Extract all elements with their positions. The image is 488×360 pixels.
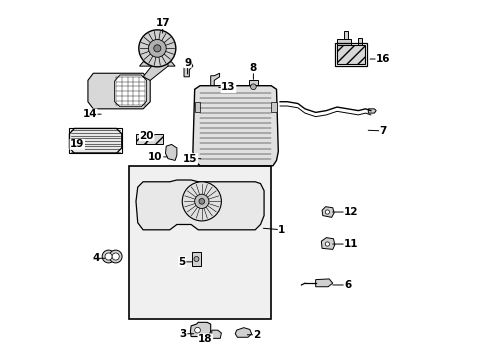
Circle shape — [250, 84, 256, 90]
Bar — [136, 134, 163, 144]
Text: 15: 15 — [183, 154, 197, 164]
Text: 19: 19 — [70, 139, 84, 149]
Polygon shape — [183, 63, 192, 77]
Polygon shape — [256, 95, 267, 103]
Polygon shape — [246, 95, 260, 98]
Text: 4: 4 — [92, 253, 99, 263]
Text: 20: 20 — [139, 131, 154, 140]
Polygon shape — [235, 328, 251, 337]
Circle shape — [153, 45, 161, 52]
Text: 3: 3 — [179, 329, 186, 339]
Circle shape — [194, 327, 200, 333]
Polygon shape — [211, 330, 221, 338]
Polygon shape — [358, 38, 361, 46]
Polygon shape — [190, 322, 210, 337]
Text: 2: 2 — [253, 330, 260, 340]
Bar — [336, 45, 365, 64]
Text: 17: 17 — [155, 18, 170, 28]
Text: 6: 6 — [344, 280, 350, 290]
Polygon shape — [194, 102, 200, 112]
Polygon shape — [322, 207, 333, 217]
Text: 9: 9 — [183, 58, 191, 68]
Polygon shape — [210, 73, 219, 87]
Polygon shape — [136, 180, 264, 230]
Polygon shape — [344, 31, 347, 40]
Polygon shape — [315, 279, 332, 287]
Bar — [69, 129, 122, 153]
Circle shape — [112, 253, 119, 260]
Circle shape — [148, 40, 166, 57]
Polygon shape — [165, 144, 177, 161]
Polygon shape — [139, 62, 175, 66]
Text: 11: 11 — [343, 239, 358, 249]
Polygon shape — [367, 109, 375, 113]
Text: 5: 5 — [178, 257, 185, 267]
Circle shape — [325, 242, 329, 246]
Polygon shape — [143, 59, 168, 80]
Polygon shape — [321, 238, 334, 249]
Polygon shape — [114, 75, 146, 107]
Bar — [335, 43, 366, 66]
Bar — [192, 252, 201, 266]
Circle shape — [102, 250, 115, 263]
Text: 14: 14 — [82, 109, 97, 119]
Text: 13: 13 — [221, 82, 235, 93]
Circle shape — [105, 253, 112, 260]
Polygon shape — [336, 40, 350, 46]
Circle shape — [139, 30, 176, 67]
Circle shape — [182, 182, 221, 221]
Circle shape — [194, 257, 199, 261]
Text: 1: 1 — [278, 225, 285, 235]
Bar — [129, 166, 271, 319]
Circle shape — [194, 194, 208, 208]
Circle shape — [325, 210, 329, 214]
Bar — [248, 80, 257, 95]
Text: 10: 10 — [148, 152, 163, 162]
Polygon shape — [69, 129, 122, 153]
Circle shape — [109, 250, 122, 263]
Polygon shape — [88, 73, 150, 109]
Text: 12: 12 — [343, 207, 358, 217]
Text: 7: 7 — [379, 126, 386, 136]
Text: 8: 8 — [249, 63, 257, 73]
Polygon shape — [271, 102, 276, 112]
Circle shape — [199, 198, 204, 204]
Text: 16: 16 — [375, 54, 390, 64]
Text: 18: 18 — [198, 334, 212, 344]
Polygon shape — [192, 86, 278, 166]
